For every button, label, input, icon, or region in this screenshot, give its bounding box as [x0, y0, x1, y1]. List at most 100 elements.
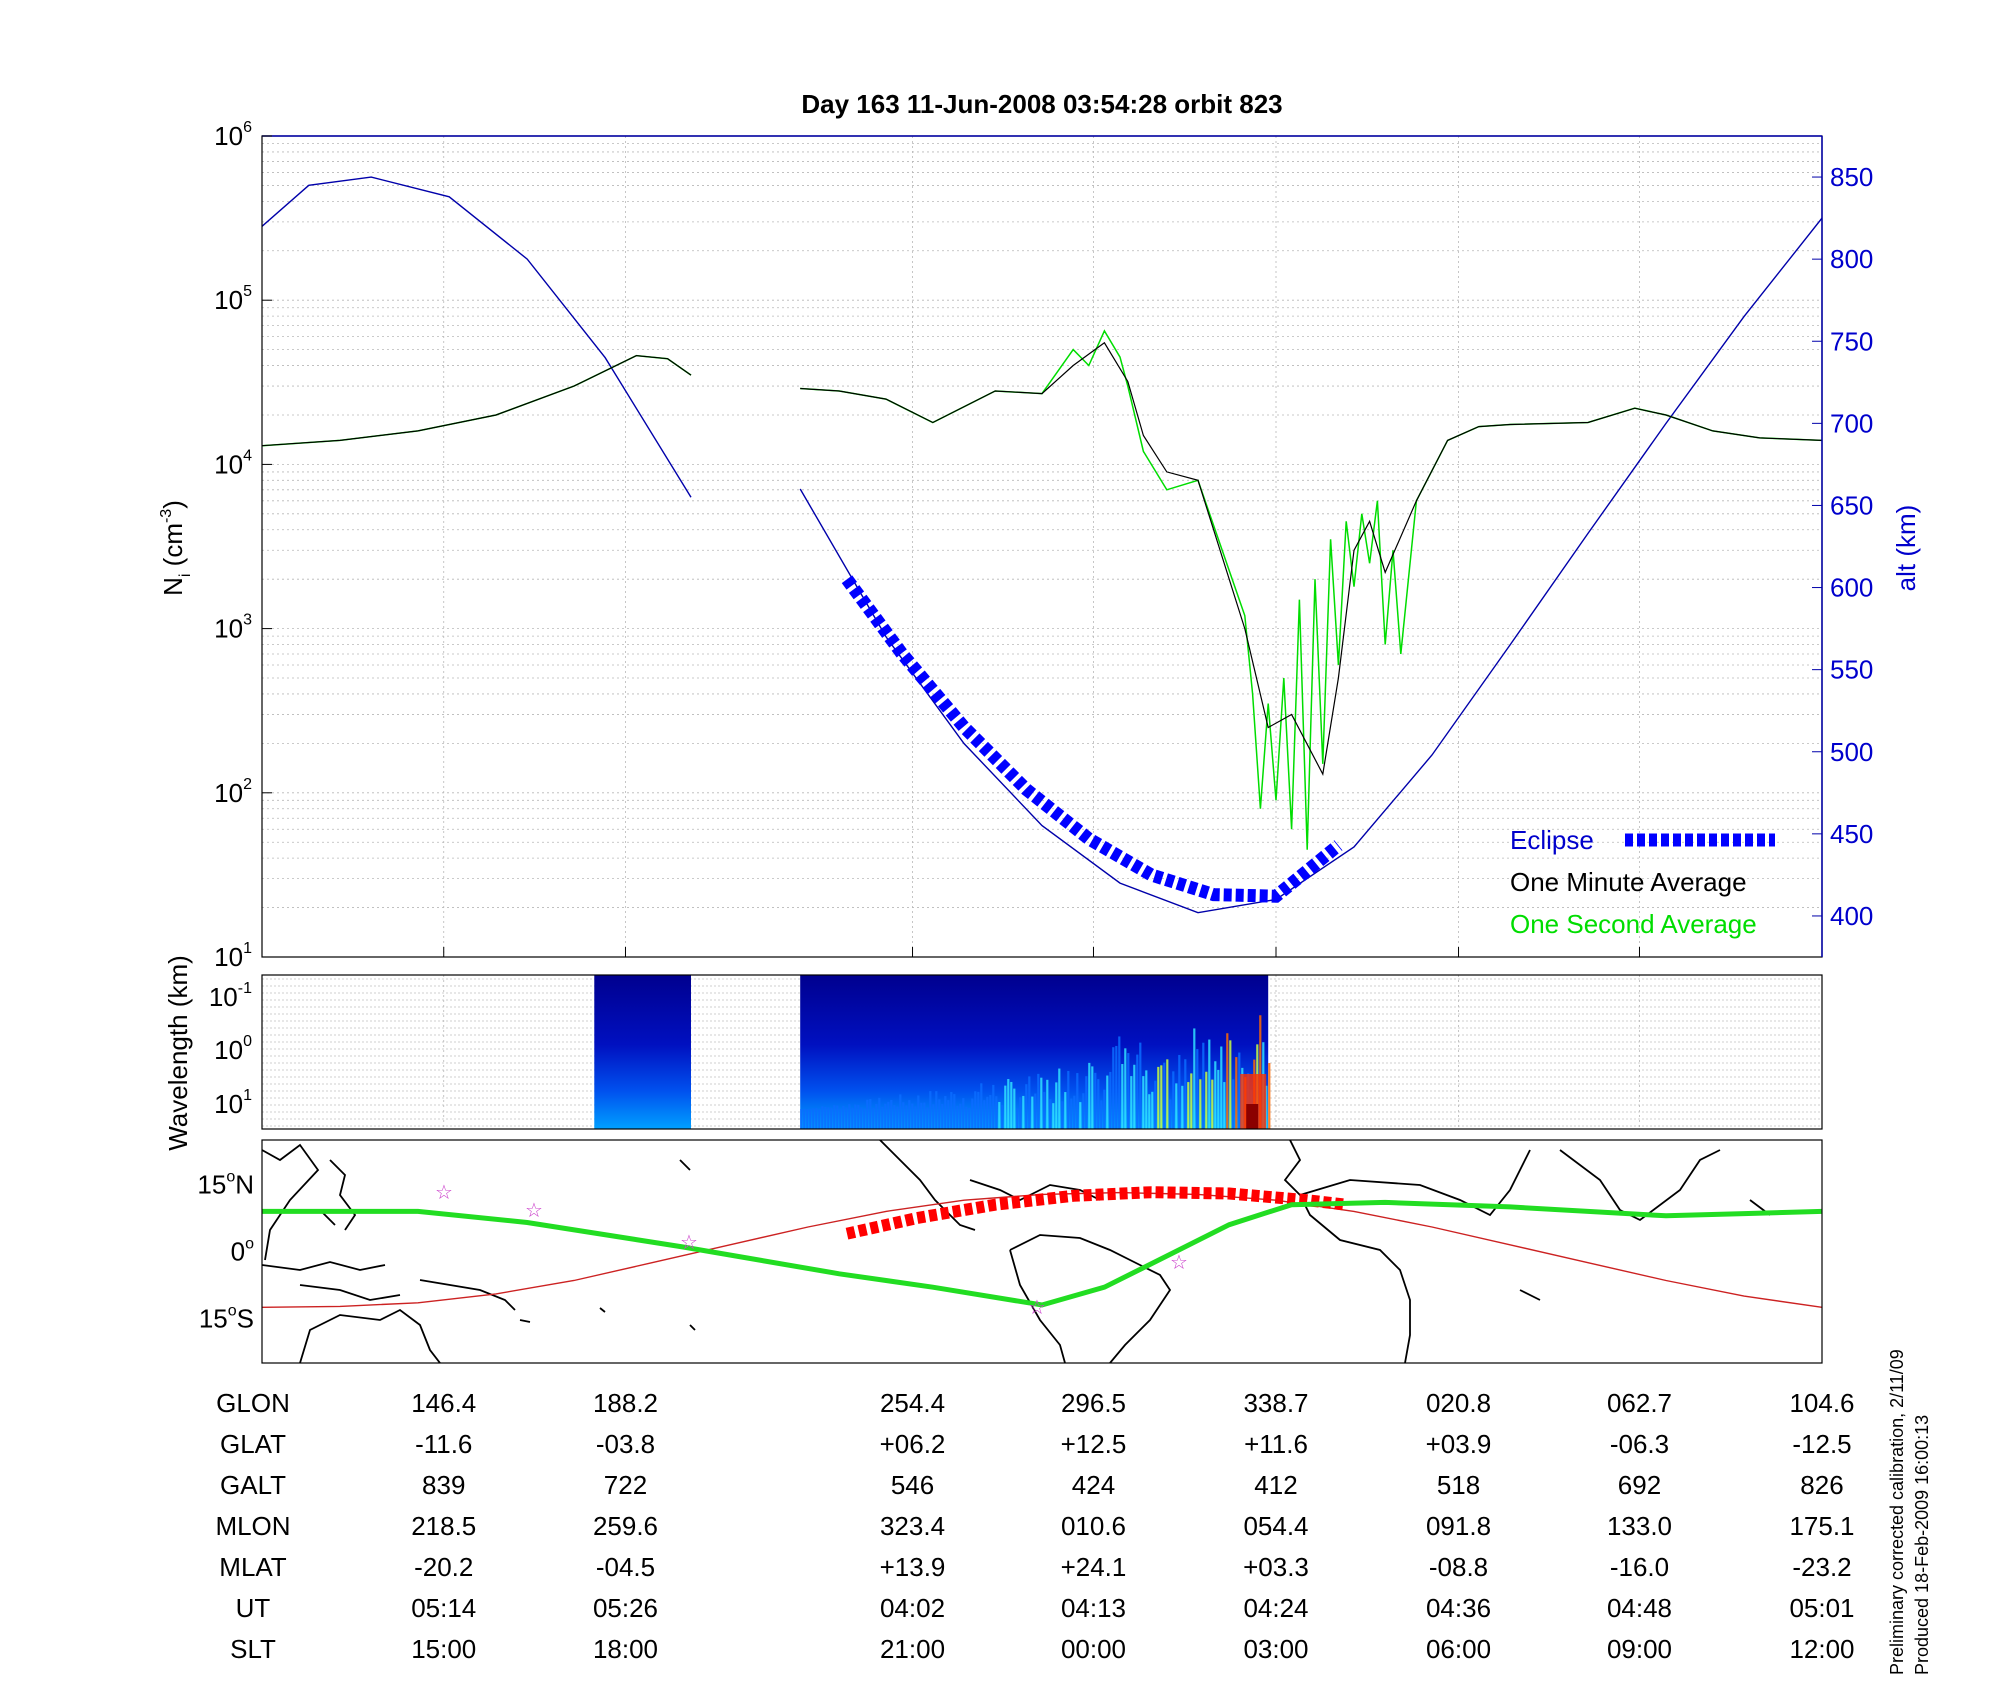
spectrogram-cell [896, 1106, 899, 1129]
spectrogram-cell [1040, 1077, 1043, 1129]
spectrogram-cell [1004, 1085, 1007, 1129]
spectrogram-cell [806, 1108, 809, 1129]
spectrogram-cell [1100, 1100, 1103, 1129]
spectrogram-cell [914, 1106, 917, 1129]
spectrogram-cell [833, 1105, 836, 1129]
spectrogram-cell [848, 1104, 851, 1129]
spectrogram-cell [992, 1084, 995, 1129]
degree-symbol: o [245, 1236, 254, 1253]
spectrogram-cell [1175, 1083, 1178, 1129]
spectrogram-cell [1208, 1039, 1211, 1129]
spectrogram-cell [1229, 1040, 1232, 1129]
spectrogram-cell [1181, 1085, 1184, 1129]
spectrogram-cell [1124, 1048, 1127, 1129]
y-tick-label: 106 [214, 119, 252, 151]
spectrogram-cell [1199, 1079, 1202, 1129]
spectrogram-cell [1133, 1064, 1136, 1129]
table-cell: 218.5 [411, 1511, 476, 1541]
spectrogram-cell [1145, 1070, 1148, 1129]
table-cell: 010.6 [1061, 1511, 1126, 1541]
spectrogram-frame [261, 974, 1823, 1130]
spectrogram-cell [920, 1102, 923, 1129]
spectrogram-cell [845, 1107, 848, 1129]
spectrogram-cell [878, 1097, 881, 1129]
spectrogram-cell [1097, 1079, 1100, 1129]
spectrogram-cell [1130, 1076, 1133, 1129]
spectrogram-cell [1085, 1076, 1088, 1129]
y-tick-label: 105 [214, 283, 252, 315]
right-tick-label: 500 [1830, 737, 1873, 767]
table-cell: 338.7 [1243, 1388, 1308, 1418]
y-tick-exponent: 3 [243, 612, 252, 629]
spectrogram-tick-exponent: 1 [243, 1087, 252, 1104]
spectrogram-cell [1139, 1042, 1142, 1129]
left-axis-label-main: N [158, 577, 188, 596]
spectrogram-cell [1043, 1091, 1046, 1129]
spectrogram-cell [956, 1105, 959, 1129]
spectrogram-cell [1067, 1070, 1070, 1129]
spectrogram-cell [1246, 1104, 1259, 1129]
left-axis-label-sub: i [177, 574, 194, 578]
table-cell: 05:14 [411, 1593, 476, 1623]
spectrogram-cell [950, 1091, 953, 1129]
table-row-label: GLON [216, 1388, 290, 1418]
spectrogram-cell [1238, 1052, 1241, 1129]
altitude-line [799, 217, 1822, 914]
spectrogram-cell [1109, 1071, 1112, 1129]
spectrogram-cell [1010, 1081, 1013, 1129]
spectrogram-cell [935, 1091, 938, 1129]
right-axis-label: alt (km) [1891, 505, 1921, 592]
spectrogram-cell [863, 1108, 866, 1129]
coastline-asia [262, 1143, 320, 1261]
spectrogram-cell [1166, 1059, 1169, 1129]
coastline-caribbean [969, 1179, 1101, 1202]
spectrogram-tick-base: 10 [214, 1035, 243, 1065]
table-cell: 00:00 [1061, 1634, 1126, 1664]
table-cell: -04.5 [596, 1552, 655, 1582]
map-tick-hemisphere: N [235, 1170, 254, 1200]
spectrogram-cell [1151, 1091, 1154, 1129]
table-cell: +13.9 [880, 1552, 946, 1582]
spectrogram-cell [1091, 1066, 1094, 1129]
spectrogram-cell [1022, 1095, 1025, 1129]
table-cell: 259.6 [593, 1511, 658, 1541]
spectrogram-cell [1163, 1062, 1166, 1129]
table-cell: 188.2 [593, 1388, 658, 1418]
spectrogram-cell [1055, 1082, 1058, 1129]
spectrogram-detail [800, 1015, 1271, 1129]
table-cell: -12.5 [1792, 1429, 1851, 1459]
table-cell: -08.8 [1429, 1552, 1488, 1582]
spectrogram-cell [818, 1108, 821, 1129]
coastline-europe [1283, 1140, 1302, 1196]
table-cell: -23.2 [1792, 1552, 1851, 1582]
spectrogram-tick-label: 10-1 [209, 980, 252, 1012]
table-cell: 054.4 [1243, 1511, 1308, 1541]
spectrogram-cell [827, 1107, 830, 1129]
spectrogram-cell [947, 1100, 950, 1129]
degree-symbol: o [228, 1302, 237, 1319]
table-cell: -03.8 [596, 1429, 655, 1459]
spectrogram-cell [830, 1107, 833, 1129]
star-icon: ☆ [525, 1198, 543, 1222]
spectrogram-tick-exponent: -1 [238, 980, 252, 997]
right-axis-ticks: 400 450 500 550 600 650 700 750 800 850 [1812, 162, 1873, 931]
left-axis-label-unit: (cm [158, 523, 188, 574]
spectrogram-cell [899, 1094, 902, 1129]
y-tick-base: 10 [214, 121, 243, 151]
spectrogram-tick-exponent: 0 [243, 1033, 252, 1050]
y-tick-exponent: 5 [243, 283, 252, 300]
spectrogram-cell [1061, 1101, 1064, 1129]
spectrogram-cell [857, 1104, 860, 1129]
spectrogram-tick-label: 101 [214, 1087, 252, 1119]
table-cell: 18:00 [593, 1634, 658, 1664]
spectrogram-cell [923, 1102, 926, 1129]
map-tick-degrees: 15 [197, 1170, 226, 1200]
table-row-label: MLAT [219, 1552, 287, 1582]
table-cell: +12.5 [1061, 1429, 1127, 1459]
right-tick-label: 650 [1830, 490, 1873, 520]
spectrogram-cell [860, 1107, 863, 1129]
spectrogram-cell [1142, 1076, 1145, 1129]
table-cell: 04:02 [880, 1593, 945, 1623]
